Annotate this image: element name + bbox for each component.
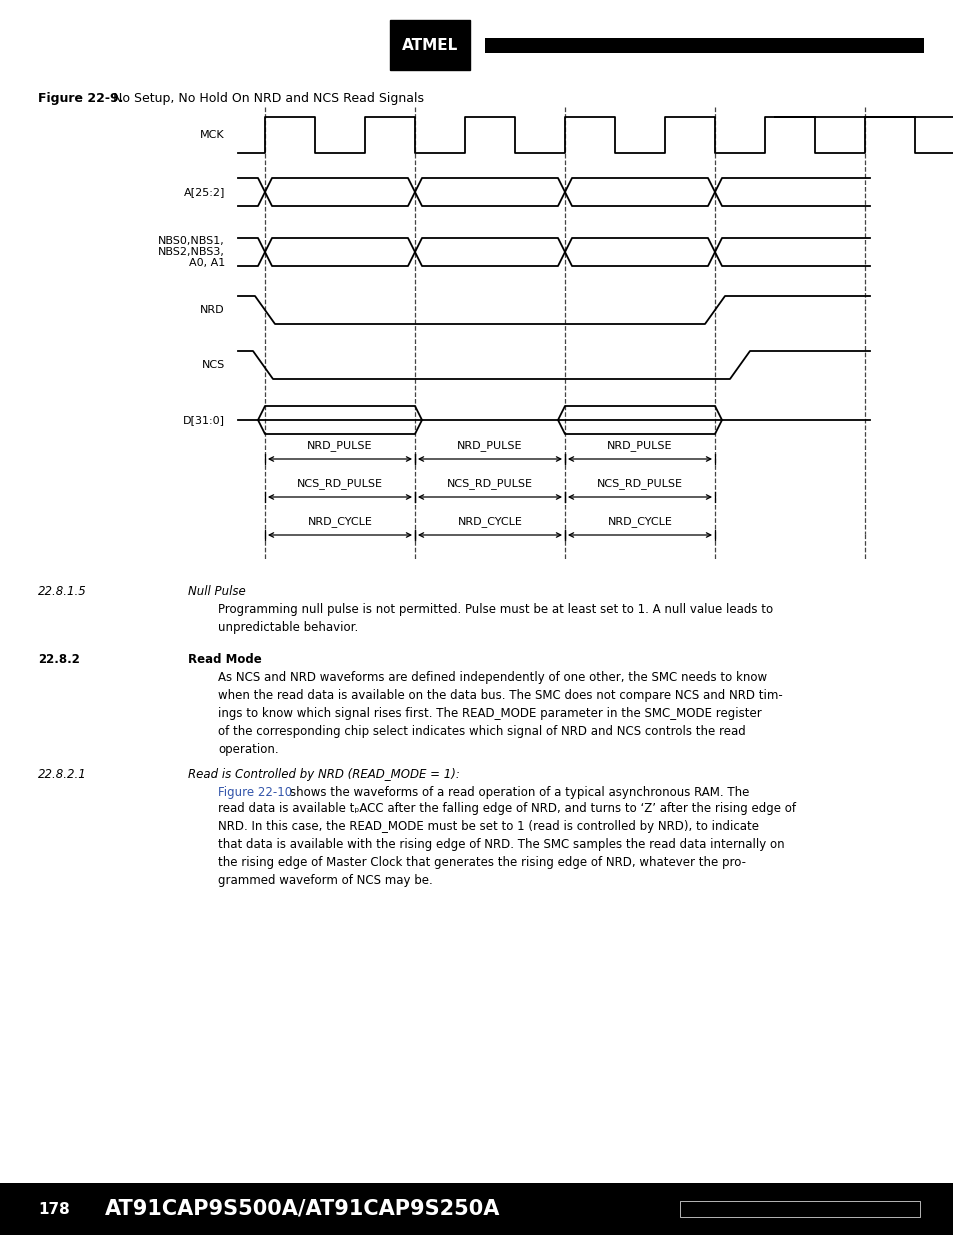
Text: 22.8.1.5: 22.8.1.5 bbox=[38, 585, 87, 598]
Bar bbox=[484, 37, 923, 53]
Text: No Setup, No Hold On NRD and NCS Read Signals: No Setup, No Hold On NRD and NCS Read Si… bbox=[112, 91, 423, 105]
Text: read data is available tₚACC after the falling edge of NRD, and turns to ‘Z’ aft: read data is available tₚACC after the f… bbox=[218, 802, 795, 887]
Text: As NCS and NRD waveforms are defined independently of one other, the SMC needs t: As NCS and NRD waveforms are defined ind… bbox=[218, 671, 781, 756]
Text: NRD_CYCLE: NRD_CYCLE bbox=[457, 516, 522, 527]
Text: NRD_PULSE: NRD_PULSE bbox=[456, 440, 522, 451]
Text: Null Pulse: Null Pulse bbox=[188, 585, 246, 598]
Text: 22.8.2: 22.8.2 bbox=[38, 653, 80, 666]
Text: Programming null pulse is not permitted. Pulse must be at least set to 1. A null: Programming null pulse is not permitted.… bbox=[218, 603, 772, 634]
Text: MCK: MCK bbox=[200, 130, 225, 140]
Text: NCS_RD_PULSE: NCS_RD_PULSE bbox=[296, 478, 382, 489]
Text: 22.8.2.1: 22.8.2.1 bbox=[38, 768, 87, 781]
Text: NRD_CYCLE: NRD_CYCLE bbox=[607, 516, 672, 527]
Text: NCS_RD_PULSE: NCS_RD_PULSE bbox=[597, 478, 682, 489]
Text: Read is Controlled by NRD (READ_MODE = 1):: Read is Controlled by NRD (READ_MODE = 1… bbox=[188, 768, 459, 781]
Text: A[25:2]: A[25:2] bbox=[183, 186, 225, 198]
Bar bbox=[390, 20, 470, 70]
Text: 178: 178 bbox=[38, 1202, 70, 1216]
Text: shows the waveforms of a read operation of a typical asynchronous RAM. The: shows the waveforms of a read operation … bbox=[290, 785, 749, 799]
Text: AT91CAP9S500A/AT91CAP9S250A: AT91CAP9S500A/AT91CAP9S250A bbox=[105, 1199, 500, 1219]
Text: NRD_PULSE: NRD_PULSE bbox=[307, 440, 373, 451]
Text: A0, A1: A0, A1 bbox=[189, 258, 225, 268]
Text: Figure 22-9.: Figure 22-9. bbox=[38, 91, 123, 105]
Text: NCS: NCS bbox=[201, 359, 225, 370]
Text: NRD: NRD bbox=[200, 305, 225, 315]
Text: Figure 22-10: Figure 22-10 bbox=[218, 785, 292, 799]
Bar bbox=[0, 1183, 953, 1235]
Text: NBS0,NBS1,: NBS0,NBS1, bbox=[158, 236, 225, 246]
Text: ATMEL: ATMEL bbox=[401, 37, 457, 53]
Text: Read Mode: Read Mode bbox=[188, 653, 261, 666]
Bar bbox=[679, 1202, 919, 1216]
Text: NBS2,NBS3,: NBS2,NBS3, bbox=[158, 247, 225, 257]
Text: NCS_RD_PULSE: NCS_RD_PULSE bbox=[447, 478, 533, 489]
Text: D[31:0]: D[31:0] bbox=[183, 415, 225, 425]
Text: NRD_CYCLE: NRD_CYCLE bbox=[307, 516, 372, 527]
Text: NRD_PULSE: NRD_PULSE bbox=[607, 440, 672, 451]
